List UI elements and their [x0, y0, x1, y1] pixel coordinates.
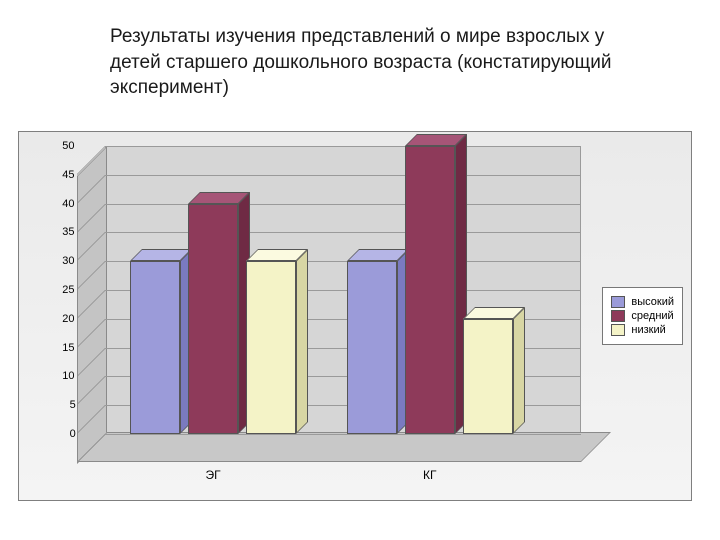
y-tick-label: 5 [70, 399, 76, 411]
y-tick-label: 20 [62, 313, 74, 325]
legend-swatch [611, 310, 625, 322]
legend-item-mid: средний [611, 310, 674, 322]
legend-item-low: низкий [611, 324, 674, 336]
gridline [105, 204, 581, 205]
y-tick-label: 0 [70, 428, 76, 440]
bar-КГ-mid [405, 146, 455, 434]
bar-КГ-high [347, 261, 397, 434]
chart-frame: 05101520253035404550ЭГКГ высокийсреднийн… [18, 131, 692, 501]
y-tick-label: 25 [62, 284, 74, 296]
y-tick-label: 15 [62, 342, 74, 354]
legend: высокий средний низкий [602, 287, 683, 345]
y-tick-label: 10 [62, 370, 74, 382]
gridline [105, 146, 581, 147]
chart-title: Результаты изучения представлений о мире… [110, 24, 650, 101]
bar-front [347, 261, 397, 434]
bar-front [246, 261, 296, 434]
gridline [105, 175, 581, 176]
legend-item-high: высокий [611, 296, 674, 308]
page-title: Результаты изучения представлений о мире… [0, 0, 720, 113]
y-tick-label: 45 [62, 169, 74, 181]
bar-side [513, 307, 525, 434]
gridline [105, 232, 581, 233]
bar-ЭГ-low [246, 261, 296, 434]
bar-КГ-low [463, 319, 513, 434]
legend-label: средний [631, 310, 673, 322]
x-tick-label: КГ [423, 468, 437, 482]
plot-area: 05101520253035404550ЭГКГ [77, 146, 581, 462]
bar-front [463, 319, 513, 434]
bar-side [296, 249, 308, 434]
bar-ЭГ-high [130, 261, 180, 434]
bar-front [188, 204, 238, 434]
legend-label: низкий [631, 324, 665, 336]
bar-front [405, 146, 455, 434]
floor [77, 432, 611, 462]
legend-label: высокий [631, 296, 674, 308]
gridline [105, 434, 581, 435]
y-tick-label: 30 [62, 255, 74, 267]
y-tick-label: 50 [62, 140, 74, 152]
bar-front [130, 261, 180, 434]
legend-swatch [611, 324, 625, 336]
y-tick-label: 35 [62, 226, 74, 238]
bar-ЭГ-mid [188, 204, 238, 434]
x-tick-label: ЭГ [206, 468, 221, 482]
legend-swatch [611, 296, 625, 308]
y-tick-label: 40 [62, 198, 74, 210]
